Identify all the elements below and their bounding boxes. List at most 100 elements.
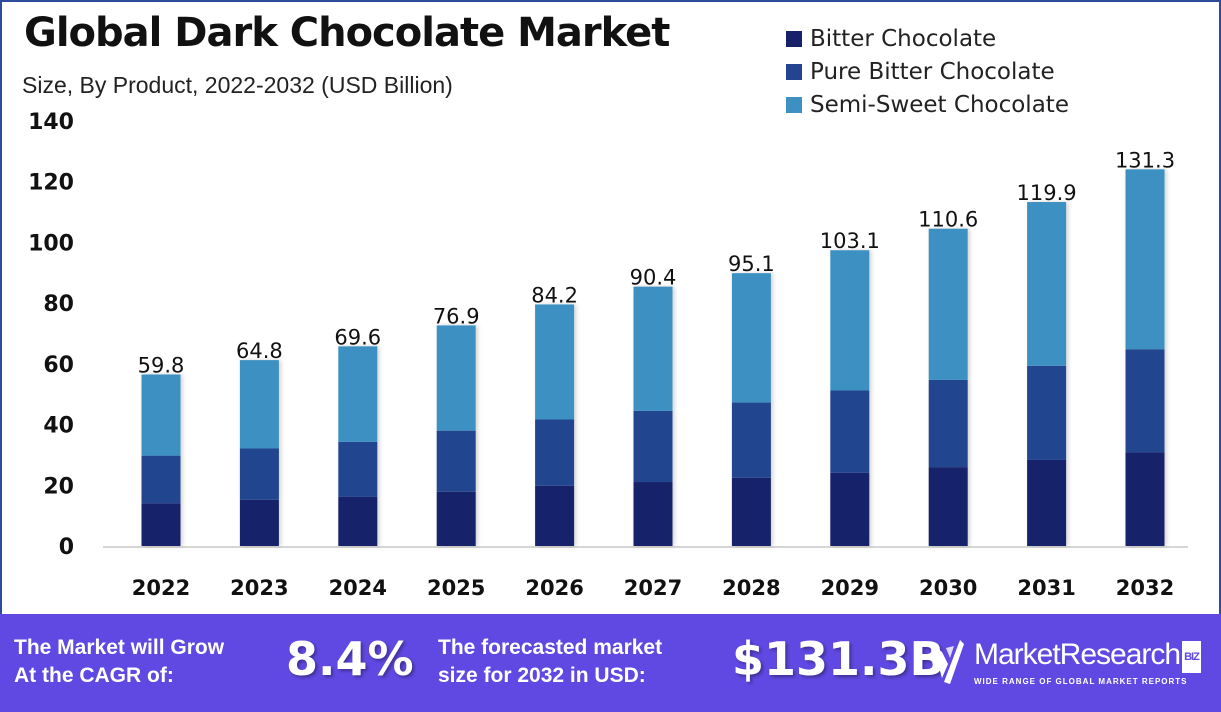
x-tick-label: 2028 [722,576,780,600]
forecast-label-line1: The forecasted market [438,636,663,659]
bar-stack-2024 [338,346,378,546]
logo-tagline: WIDE RANGE OF GLOBAL MARKET REPORTS [974,676,1188,686]
legend-swatch-semi-sweet [786,96,802,113]
x-tick-label: 2031 [1017,576,1075,600]
bar-segment-semi-sweet-chocolate [141,374,181,456]
x-tick-label: 2027 [624,576,682,600]
legend-item-pure-bitter: Pure Bitter Chocolate [786,55,1069,88]
bar-total-label: 103.1 [820,229,880,253]
bar-segment-bitter-chocolate [633,482,673,546]
bar-segment-pure-bitter-chocolate [239,448,279,500]
bar-stack-2027 [633,286,673,546]
x-axis: 2022 2023 2024 2025 2026 2027 2028 2029 2030 2031… [132,576,1174,600]
bar-total-label: 119.9 [1017,181,1077,205]
bar-total-label: 59.8 [138,353,185,377]
bar-segment-bitter-chocolate [436,491,476,546]
logo-badge: BIZ [1182,640,1201,673]
y-tick-label: 0 [59,535,74,560]
bar-segment-pure-bitter-chocolate [1125,349,1165,453]
bar-segment-semi-sweet-chocolate [1027,202,1067,366]
bar-segment-bitter-chocolate [535,485,575,546]
bar-segment-semi-sweet-chocolate [731,273,771,403]
bar-segment-pure-bitter-chocolate [338,441,378,497]
bar-segment-bitter-chocolate [731,477,771,546]
bar-segment-pure-bitter-chocolate [830,390,870,473]
bars: 59.8 64.8 69.6 76.9 84.2 90.4 95.1 103.1 110.6 11… [138,148,1175,546]
y-axis: 0 20 40 60 80 100 120 140 [28,110,74,560]
chart-subtitle: Size, By Product, 2022-2032 (USD Billion… [22,72,453,98]
bar-segment-pure-bitter-chocolate [928,379,968,468]
bar-stack-2023 [239,360,279,546]
x-tick-label: 2029 [821,576,879,600]
forecast-value: $131.3B [732,632,945,686]
bar-stack-2029 [830,250,870,546]
stacked-bar-chart: 0 20 40 60 80 100 120 140 59.8 64.8 69.6 76.9 84.2 9… [28,110,1188,600]
bar-segment-bitter-chocolate [928,467,968,546]
forecast-label: The forecasted market size for 2032 in U… [438,634,662,690]
bar-segment-bitter-chocolate [338,496,378,546]
bar-segment-pure-bitter-chocolate [535,419,575,486]
bar-segment-bitter-chocolate [239,499,279,546]
x-tick-label: 2032 [1116,576,1174,600]
x-tick-label: 2024 [329,576,387,600]
legend: Bitter Chocolate Pure Bitter Chocolate S… [786,22,1069,121]
legend-item-bitter: Bitter Chocolate [786,22,1069,55]
legend-label: Bitter Chocolate [810,25,997,52]
bar-total-label: 90.4 [630,266,677,290]
bar-segment-pure-bitter-chocolate [633,410,673,483]
y-tick-label: 140 [28,110,74,135]
cagr-value: 8.4% [286,632,414,686]
y-tick-label: 40 [43,414,74,439]
chart-frame [0,0,1221,614]
bar-total-label: 69.6 [334,325,381,349]
x-tick-label: 2023 [230,576,288,600]
y-tick-label: 20 [43,474,74,499]
bar-segment-semi-sweet-chocolate [338,346,378,442]
bar-segment-semi-sweet-chocolate [239,360,279,449]
x-tick-label: 2025 [427,576,485,600]
bar-total-label: 84.2 [531,283,578,307]
cagr-label: The Market will Grow At the CAGR of: [14,634,224,690]
bar-total-label: 64.8 [236,339,283,363]
bar-segment-bitter-chocolate [1125,452,1165,546]
bar-segment-bitter-chocolate [141,503,181,546]
bar-stack-2028 [731,273,771,546]
forecast-label-line2: size for 2032 in USD: [438,664,646,687]
cagr-label-line2: At the CAGR of: [14,664,174,687]
logo-name-text: MarketResearch [974,638,1181,672]
y-tick-label: 80 [43,292,74,317]
legend-label: Semi-Sweet Chocolate [810,91,1069,118]
bar-segment-semi-sweet-chocolate [535,304,575,420]
logo-mark-icon [932,640,964,684]
bar-total-label: 110.6 [918,208,978,232]
bar-segment-pure-bitter-chocolate [436,430,476,492]
bar-stack-2026 [535,304,575,546]
legend-swatch-pure-bitter [786,63,802,80]
bar-segment-semi-sweet-chocolate [928,228,968,380]
bar-segment-semi-sweet-chocolate [830,250,870,391]
bar-stack-2031 [1027,202,1067,546]
bar-segment-semi-sweet-chocolate [1125,169,1165,350]
bar-stack-2030 [928,228,968,546]
y-tick-label: 60 [43,353,74,378]
legend-label: Pure Bitter Chocolate [810,58,1055,85]
marketresearch-logo: MarketResearch BIZ WIDE RANGE OF GLOBAL M… [928,638,1201,688]
y-tick-label: 100 [28,231,74,256]
x-tick-label: 2022 [132,576,190,600]
bar-stack-2032 [1125,169,1165,546]
bar-total-label: 76.9 [433,304,480,328]
bar-stack-2025 [436,325,476,546]
bar-segment-pure-bitter-chocolate [141,455,181,504]
cagr-label-line1: The Market will Grow [14,636,225,659]
legend-item-semi-sweet: Semi-Sweet Chocolate [786,88,1069,121]
y-tick-label: 120 [28,171,74,196]
bar-segment-semi-sweet-chocolate [436,325,476,431]
x-tick-label: 2030 [919,576,977,600]
bar-segment-semi-sweet-chocolate [633,286,673,411]
footer-banner: The Market will Grow At the CAGR of: 8.4… [0,614,1221,712]
chart-title: Global Dark Chocolate Market [24,10,670,56]
bar-total-label: 95.1 [728,252,775,276]
bar-segment-pure-bitter-chocolate [731,402,771,478]
bar-segment-bitter-chocolate [830,472,870,546]
legend-swatch-bitter [786,30,802,47]
